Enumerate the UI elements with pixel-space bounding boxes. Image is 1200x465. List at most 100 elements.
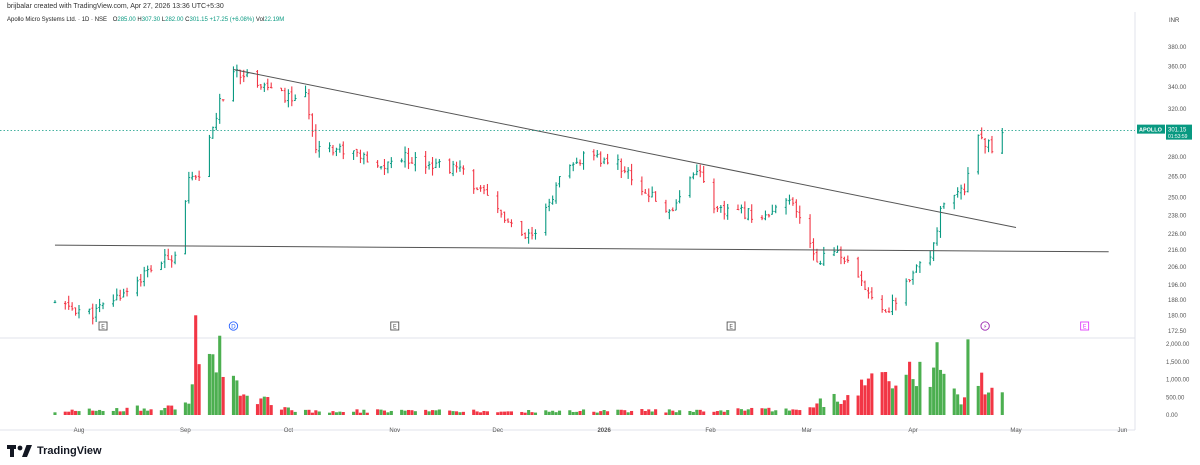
ohlc-bar <box>908 279 911 283</box>
price-tick-8: 238.00 <box>1168 213 1187 219</box>
ohlc-bar <box>887 307 891 313</box>
volume-bar <box>846 395 850 415</box>
ohlc-bar <box>966 167 970 193</box>
volume-bar <box>712 411 716 415</box>
marker-circle <box>228 321 239 331</box>
event-marker-earnings[interactable]: E <box>390 321 400 331</box>
volume-bar <box>87 408 91 415</box>
volume-bar <box>527 410 531 415</box>
ohlc-bar <box>771 204 774 215</box>
price-tick-12: 196.00 <box>1168 283 1187 289</box>
volume-bar <box>791 409 795 415</box>
marker-label: D <box>231 323 236 330</box>
volume-bar <box>671 410 675 415</box>
ohlc-bar <box>410 157 414 164</box>
ohlc-bar <box>915 264 918 273</box>
volume-bar <box>630 410 634 415</box>
event-marker-earnings[interactable]: E <box>98 321 108 331</box>
ohlc-bar <box>245 69 249 78</box>
volume-bar <box>142 408 146 415</box>
ohlc-bar <box>359 149 362 164</box>
event-marker-dividend[interactable]: D <box>228 321 239 331</box>
ohlc-bar <box>451 160 455 177</box>
volume-bar <box>286 407 290 415</box>
ohlc-bar <box>959 184 963 200</box>
volume-bar <box>207 353 211 415</box>
volume-bar <box>571 411 575 415</box>
volume-bar <box>115 408 119 415</box>
ohlc-bar <box>499 209 503 218</box>
ohlc-bar <box>530 226 534 240</box>
volume-bar <box>698 409 702 415</box>
volume-bar <box>269 405 273 415</box>
volume-bar <box>355 409 359 415</box>
open-value: 285.00 <box>117 17 136 23</box>
ohlc-bar <box>341 141 345 160</box>
ohlc-bar <box>952 194 956 210</box>
volume-bar <box>303 409 308 415</box>
ohlc-bar <box>932 242 935 262</box>
volume-tick-1: 1,500.00 <box>1166 360 1190 366</box>
volume-bar <box>650 411 654 415</box>
volume-bar <box>860 379 864 415</box>
volume-bar <box>259 398 263 415</box>
event-marker-earnings[interactable]: E <box>726 321 736 331</box>
ohlc-bar <box>523 232 527 240</box>
ohlc-bar <box>534 229 537 240</box>
ohlc-bar <box>256 70 259 88</box>
ohlc-bar <box>808 214 812 249</box>
ohlc-bar <box>592 149 596 161</box>
ohlc-bar <box>190 171 194 181</box>
volume-bar <box>606 411 610 415</box>
volume-bar <box>338 411 342 415</box>
volume-bar <box>935 342 939 415</box>
volume-bar <box>307 409 311 415</box>
event-marker-split[interactable]: ⚡ <box>980 321 990 331</box>
ohlc-bar <box>606 153 609 165</box>
ohlc-bar <box>942 202 946 209</box>
branding[interactable]: TradingView <box>7 444 102 458</box>
volume-bar <box>774 410 778 415</box>
volume-bar <box>842 400 846 415</box>
ohlc-bar <box>331 144 335 156</box>
volume-bar <box>262 396 266 415</box>
price-badge-symbol: APOLLO <box>1139 128 1163 134</box>
ohlc-bar <box>695 164 699 176</box>
ohlc-bar <box>317 140 321 158</box>
volume-bar <box>986 392 991 415</box>
symbol-title: Apollo Micro Systems Ltd. · 1D · NSE <box>7 17 108 23</box>
volume-bar <box>448 410 452 415</box>
ohlc-bar <box>846 255 850 263</box>
marker-box <box>1080 321 1090 331</box>
ohlc-bar <box>791 197 795 206</box>
ohlc-bar <box>87 308 91 315</box>
ohlc-bar <box>338 143 342 153</box>
ohlc-bar <box>650 186 654 198</box>
ohlc-bar <box>987 139 990 153</box>
time-tick-2: Oct <box>284 428 294 434</box>
volume-bar <box>328 412 332 415</box>
volume-bar <box>952 388 956 415</box>
trendline-0 <box>233 68 1017 229</box>
volume-bar <box>654 409 658 415</box>
marker-box <box>726 321 736 331</box>
volume-bar <box>242 394 246 415</box>
ohlc-bar <box>860 270 863 286</box>
volume-bar <box>279 409 284 415</box>
ohlc-bar <box>482 184 486 195</box>
time-tick-0: Aug <box>74 428 85 434</box>
ohlc-bar <box>472 169 476 194</box>
volume-bar <box>880 372 884 415</box>
volume-bar <box>290 410 294 415</box>
volume-bar <box>245 395 249 415</box>
ohlc-bar <box>290 86 294 107</box>
event-marker-earnings-upcoming[interactable]: E <box>1080 321 1090 331</box>
volume-bar <box>547 411 551 415</box>
volume-bar <box>235 380 239 415</box>
ohlc-bar <box>983 138 987 154</box>
volume-bar <box>1000 392 1004 415</box>
volume-bar <box>575 411 579 415</box>
ohlc-bar <box>843 256 846 265</box>
volume-bar <box>341 412 345 415</box>
